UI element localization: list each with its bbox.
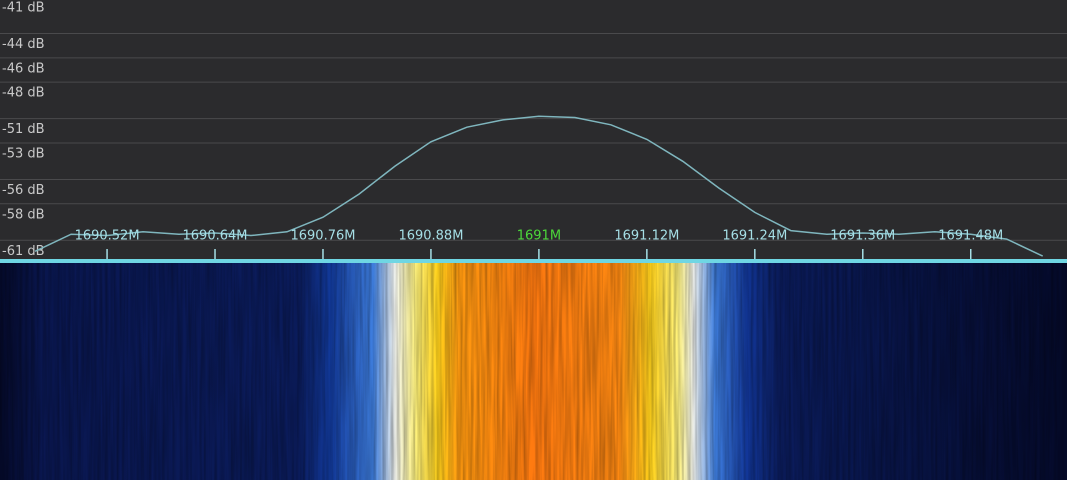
y-tick-label: -61 dB <box>2 244 45 259</box>
y-tick-label: -46 dB <box>2 61 45 76</box>
y-tick-label: -48 dB <box>2 86 45 101</box>
x-tick-label: 1691M <box>517 229 561 244</box>
y-tick-label: -56 dB <box>2 183 45 198</box>
y-tick-label: -44 dB <box>2 37 45 52</box>
x-tick-label: 1690.76M <box>290 229 355 244</box>
y-tick-label: -51 dB <box>2 122 45 137</box>
x-tick-label: 1690.64M <box>183 229 248 244</box>
x-tick-label: 1690.88M <box>398 229 463 244</box>
x-tick-label: 1691.24M <box>722 229 787 244</box>
x-tick-label: 1691.36M <box>830 229 895 244</box>
x-tick-label: 1690.52M <box>75 229 140 244</box>
spectrum: -41 dB -44 dB -46 dB -48 dB -51 dB -53 dB -56 … <box>0 1 1067 259</box>
y-tick-label: -53 dB <box>2 146 45 161</box>
y-tick-label: -58 dB <box>2 207 45 222</box>
spectrum-trace <box>34 115 1044 257</box>
spectrum-baseline <box>0 259 1067 263</box>
x-tick-label: 1691.48M <box>938 229 1003 244</box>
y-tick-label: -41 dB <box>2 1 45 16</box>
x-tick-label: 1691.12M <box>614 229 679 244</box>
waterfall-texture <box>0 263 1067 480</box>
